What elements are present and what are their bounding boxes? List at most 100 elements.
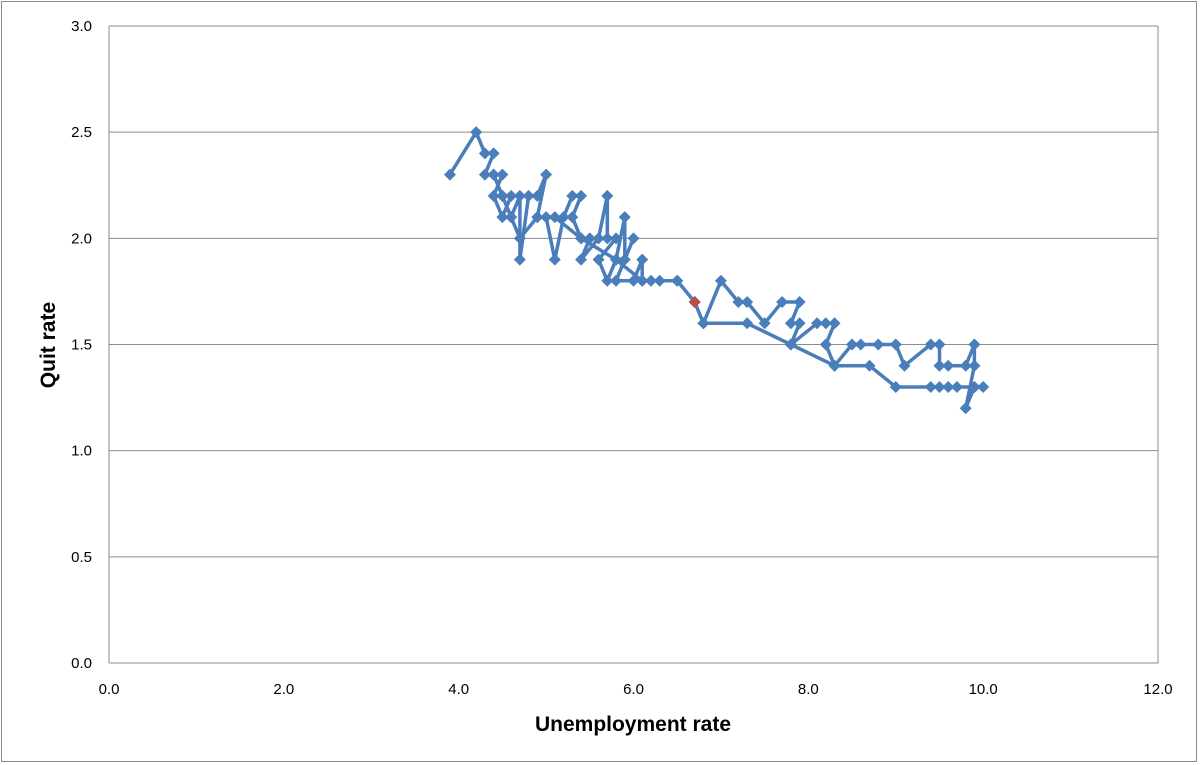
data-point [653,274,666,287]
data-point [846,338,859,351]
data-point [557,211,570,224]
data-point [601,274,614,287]
data-point [811,317,824,330]
data-series [443,126,990,415]
data-point [968,380,981,393]
data-point [505,189,518,202]
data-point [575,253,588,266]
x-tick-label: 0.0 [99,681,120,698]
data-point [531,211,544,224]
data-point [942,380,955,393]
data-point [889,380,902,393]
data-point [478,168,491,181]
data-point [627,232,640,245]
data-point [592,253,605,266]
x-axis-title: Unemployment rate [535,713,731,736]
x-tick-label: 4.0 [448,681,469,698]
data-point [601,232,614,245]
data-point [513,253,526,266]
y-tick-label: 1.0 [71,443,92,460]
data-point [618,211,631,224]
data-point [548,211,561,224]
data-point [776,296,789,309]
data-point [758,317,771,330]
data-point [540,211,553,224]
data-point [470,126,483,139]
data-point [784,338,797,351]
data-point [671,274,684,287]
data-point [505,211,518,224]
data-point [784,317,797,330]
x-tick-label: 6.0 [623,681,644,698]
y-tick-label: 0.5 [71,549,92,566]
gridlines [109,25,1158,558]
y-tick-label: 1.5 [71,337,92,354]
data-point [697,317,710,330]
data-point [566,211,579,224]
data-point [575,232,588,245]
data-point [610,232,623,245]
data-point [592,232,605,245]
data-point [496,168,509,181]
y-tick-label: 2.5 [71,124,92,141]
data-point [741,317,754,330]
data-point [828,317,841,330]
data-point [854,338,867,351]
data-point [968,338,981,351]
data-point [942,359,955,372]
data-point [793,317,806,330]
data-point [627,274,640,287]
data-point [819,338,832,351]
data-point [601,189,614,202]
data-point [959,402,972,415]
data-point [828,359,841,372]
x-tick-label: 2.0 [273,681,294,698]
data-point [644,274,657,287]
y-tick-label: 3.0 [71,18,92,35]
data-point [548,253,561,266]
data-point [933,359,946,372]
data-point [793,296,806,309]
data-point [732,296,745,309]
data-point [443,168,456,181]
data-point [575,189,588,202]
data-point [819,317,832,330]
data-point [968,359,981,372]
axes [108,25,1159,664]
data-point [478,147,491,160]
data-point [583,232,596,245]
data-point [487,168,500,181]
data-point [950,380,963,393]
y-tick-label: 0.0 [71,655,92,672]
data-point [636,253,649,266]
data-point [513,232,526,245]
data-point [610,274,623,287]
data-point [487,189,500,202]
data-point [977,380,990,393]
data-point [924,380,937,393]
x-tick-label: 10.0 [969,681,998,698]
data-point [959,359,972,372]
data-point [610,253,623,266]
y-axis-title: Quit rate [37,302,60,388]
x-tick-label: 12.0 [1143,681,1172,698]
data-point [898,359,911,372]
data-point [566,189,579,202]
data-point [741,296,754,309]
data-point [540,168,553,181]
data-point [714,274,727,287]
data-point [933,380,946,393]
data-point [863,359,876,372]
data-point [618,253,631,266]
data-point [872,338,885,351]
data-point [513,189,526,202]
tick-labels: 0.0 0.5 1.0 1.5 2.0 2.5 3.0 0.0 2.0 4.0 6.0 8.0 10.0… [71,18,1172,698]
data-point [933,338,946,351]
data-point [636,274,649,287]
y-tick-label: 2.0 [71,230,92,247]
x-tick-label: 8.0 [798,681,819,698]
highlighted-data-point [688,296,701,309]
data-point [522,189,535,202]
